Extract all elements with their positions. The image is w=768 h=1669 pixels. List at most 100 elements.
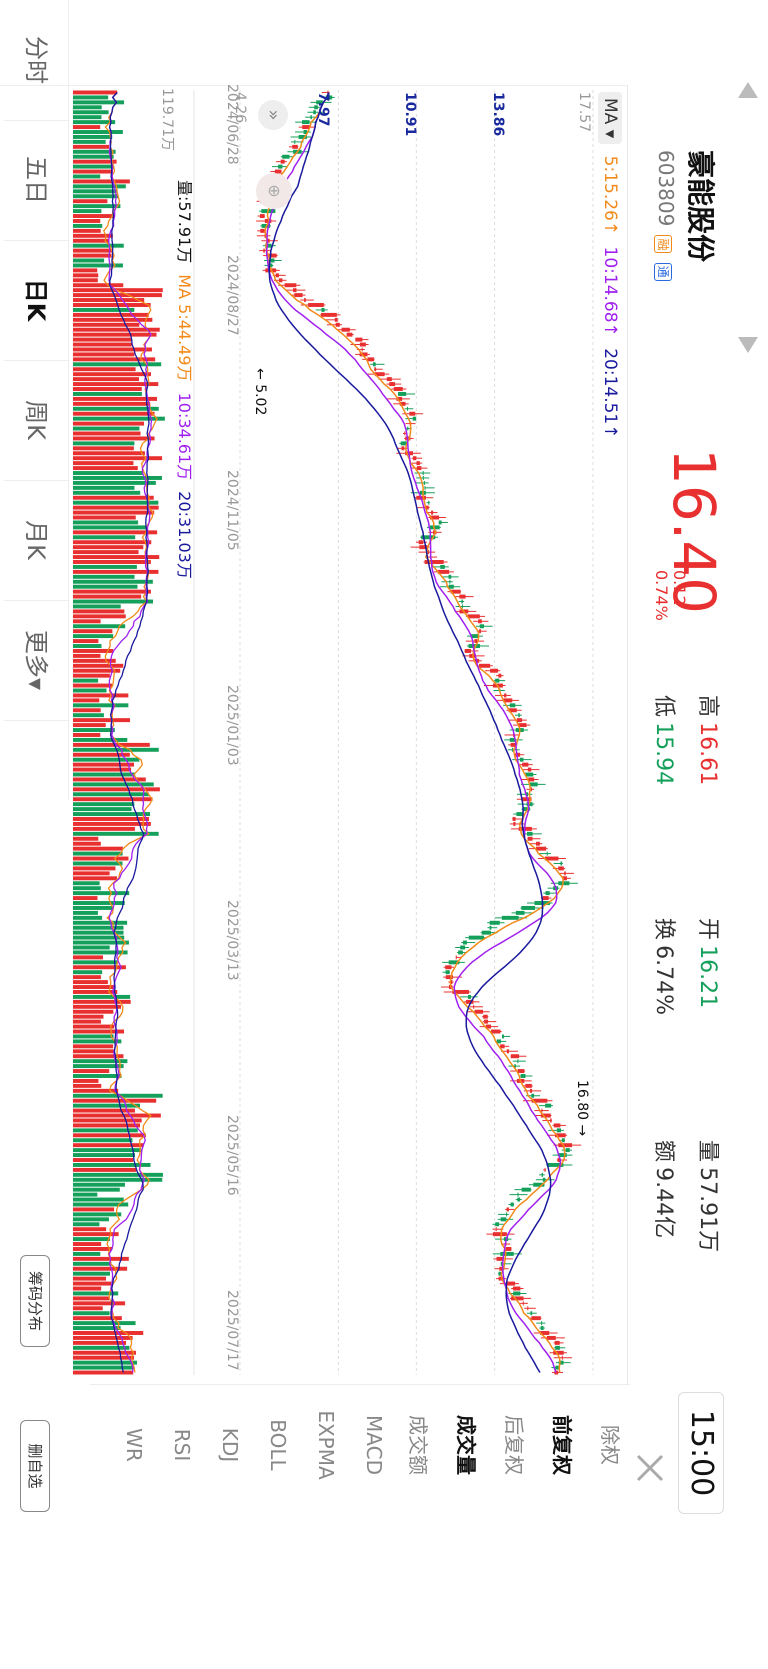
candle [520, 762, 533, 767]
tab-4[interactable]: 月K [4, 480, 68, 601]
volume-bar [73, 757, 140, 762]
volume-bar [73, 411, 155, 416]
volume-bar [72, 930, 124, 935]
volume-bar [72, 1276, 107, 1281]
candle [522, 767, 540, 772]
volume-bar [73, 1172, 163, 1177]
volume-bar [73, 1153, 136, 1158]
candle [458, 599, 465, 604]
volume-bar [73, 723, 106, 728]
volume-bar [72, 836, 99, 841]
volume-bar [72, 1054, 124, 1059]
volume-bar [72, 1296, 110, 1301]
volume-bar [73, 851, 123, 856]
tab-0[interactable]: 分时 [4, 0, 68, 121]
volume-bar [72, 728, 115, 733]
volume-bar [72, 1291, 119, 1296]
candle [551, 1365, 560, 1370]
volume-bar [72, 807, 132, 812]
tab-2[interactable]: 日K [4, 240, 68, 361]
triangle-left-icon[interactable] [738, 80, 760, 100]
collapse-arrows-icon[interactable]: » [258, 100, 288, 130]
candle [553, 1345, 566, 1350]
volume-bar [73, 490, 141, 495]
candle [412, 461, 423, 466]
candle [547, 886, 560, 891]
volume-bar [72, 708, 101, 713]
volume-bar [73, 95, 109, 100]
candle [509, 1192, 528, 1197]
volume-bar [73, 357, 156, 362]
volume-bar [73, 223, 103, 228]
candle [487, 925, 498, 930]
candle [423, 560, 448, 564]
volume-bar [72, 1177, 163, 1182]
volume-bar [72, 737, 128, 742]
delete-watchlist-button[interactable]: 删自选 [20, 1420, 50, 1512]
volume-bar [73, 1108, 135, 1113]
volume-bar [73, 1192, 98, 1197]
price-axis-4: 7.97 [315, 92, 331, 127]
volume-bar [72, 1202, 129, 1207]
volume-bar [73, 792, 149, 797]
volume-bar [72, 1049, 114, 1054]
volume-bar [72, 752, 130, 757]
volume-bar [73, 841, 101, 846]
chip-distribution-button[interactable]: 筹码分布 [20, 1255, 50, 1347]
candle [467, 634, 483, 639]
candle [499, 1044, 510, 1049]
candle [308, 105, 321, 110]
volume-bar [72, 945, 110, 950]
side-menu-item-3[interactable]: 成交量 [454, 1415, 478, 1475]
side-menu-item-1[interactable]: 前复权 [550, 1415, 574, 1475]
volume-bar [73, 312, 149, 317]
low-marker: ← 5.02 [252, 368, 268, 416]
candle [485, 668, 501, 673]
tab-3[interactable]: 周K [4, 360, 68, 481]
side-menu-item-8[interactable]: KDJ [218, 1427, 242, 1463]
volume-bar [72, 288, 163, 293]
tab-1[interactable]: 五日 [4, 120, 68, 241]
volume-bar [72, 125, 101, 130]
candle [553, 1355, 573, 1360]
side-menu-item-4[interactable]: 成交额 [406, 1415, 430, 1475]
side-menu-item-7[interactable]: BOLL [266, 1419, 290, 1471]
candle [539, 1103, 553, 1108]
volume-bar [72, 1360, 137, 1365]
triangle-right-icon[interactable] [738, 335, 760, 355]
side-menu-item-6[interactable]: EXPMA [314, 1410, 338, 1480]
volume-bar [73, 1251, 101, 1256]
volume-bar [73, 194, 119, 199]
volume-bar [72, 1365, 135, 1370]
candle [512, 1059, 526, 1064]
candle [504, 737, 523, 742]
side-menu-item-10[interactable]: WR [122, 1428, 146, 1462]
side-menu-item-9[interactable]: RSI [170, 1428, 194, 1462]
volume-bar [73, 1143, 144, 1148]
close-icon[interactable] [628, 1450, 668, 1510]
candle [374, 367, 383, 372]
volume-bar [73, 886, 101, 891]
volume-bar [73, 1281, 112, 1286]
volume-bar [73, 525, 146, 530]
candle [553, 861, 563, 866]
side-menu-item-5[interactable]: MACD [362, 1415, 386, 1475]
volume-bar [73, 1004, 122, 1009]
volume-bar [72, 451, 145, 456]
candle [257, 214, 266, 219]
volume-bar [73, 668, 121, 673]
candle [476, 624, 493, 629]
volume-bar [73, 115, 102, 120]
side-menu-item-0[interactable]: 除权 [598, 1425, 622, 1465]
volume-ma-lines [102, 92, 158, 1373]
candle [515, 713, 522, 718]
crosshair-icon[interactable]: ⊕ [256, 173, 292, 209]
side-menu-item-2[interactable]: 后复权 [502, 1415, 526, 1475]
candle [499, 1281, 519, 1286]
candle [489, 1029, 502, 1034]
tab-5[interactable]: 更多▾ [4, 600, 68, 721]
volume-bar [72, 1182, 125, 1187]
candle [487, 920, 505, 925]
volume-bar [73, 1212, 122, 1217]
